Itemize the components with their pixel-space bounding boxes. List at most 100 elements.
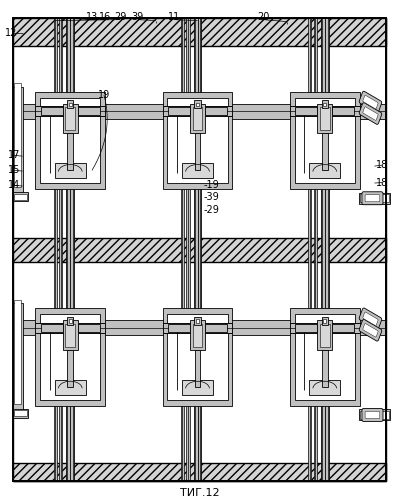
Bar xyxy=(67,317,73,325)
Bar xyxy=(295,324,317,332)
Bar xyxy=(321,18,329,481)
Bar xyxy=(290,323,359,333)
Bar xyxy=(186,18,190,481)
Bar xyxy=(65,107,75,130)
Bar xyxy=(55,163,86,178)
Bar xyxy=(193,107,202,130)
Bar xyxy=(13,462,386,481)
Bar xyxy=(14,83,22,188)
Bar xyxy=(290,92,359,189)
Bar xyxy=(168,98,227,183)
Bar xyxy=(65,324,75,347)
FancyBboxPatch shape xyxy=(359,91,382,113)
Bar xyxy=(295,107,317,115)
FancyBboxPatch shape xyxy=(359,308,382,330)
Bar xyxy=(205,324,227,332)
Bar xyxy=(308,18,311,481)
Bar xyxy=(40,314,100,400)
Text: 12: 12 xyxy=(5,28,17,38)
Text: 17: 17 xyxy=(8,150,20,160)
Bar xyxy=(36,106,105,116)
Bar xyxy=(322,350,328,387)
FancyBboxPatch shape xyxy=(363,107,378,120)
Text: 19: 19 xyxy=(98,90,111,101)
Bar xyxy=(53,18,57,481)
Bar xyxy=(13,462,386,481)
FancyBboxPatch shape xyxy=(359,320,382,341)
Bar xyxy=(332,107,354,115)
Bar xyxy=(182,163,213,178)
Bar xyxy=(13,192,28,201)
Bar xyxy=(194,317,201,325)
FancyBboxPatch shape xyxy=(362,408,383,422)
Bar xyxy=(67,134,73,170)
Bar xyxy=(66,18,74,481)
FancyBboxPatch shape xyxy=(365,412,380,418)
FancyBboxPatch shape xyxy=(363,312,378,326)
Bar xyxy=(41,107,63,115)
Bar xyxy=(196,102,199,106)
Text: 16: 16 xyxy=(99,12,111,22)
Bar xyxy=(181,18,184,481)
Bar xyxy=(14,300,22,404)
Bar xyxy=(317,104,332,134)
Text: 11: 11 xyxy=(168,12,180,22)
Bar xyxy=(13,18,386,46)
Text: 18: 18 xyxy=(376,178,388,188)
Bar xyxy=(59,18,62,481)
Bar xyxy=(295,98,355,183)
Bar xyxy=(360,411,389,419)
Bar xyxy=(290,106,359,116)
Bar xyxy=(13,409,28,418)
Bar xyxy=(14,194,27,200)
Text: 29: 29 xyxy=(114,12,126,22)
Bar xyxy=(63,320,78,350)
Bar xyxy=(63,104,78,134)
Bar xyxy=(69,320,72,323)
Text: 15: 15 xyxy=(8,165,20,175)
Bar xyxy=(67,350,73,387)
Bar xyxy=(320,324,330,347)
Text: -29: -29 xyxy=(203,205,219,215)
FancyBboxPatch shape xyxy=(363,324,378,337)
Text: 13: 13 xyxy=(86,12,98,22)
Bar xyxy=(13,238,386,262)
Bar xyxy=(13,304,23,410)
Bar xyxy=(309,380,340,394)
Bar xyxy=(195,350,200,387)
Bar xyxy=(36,308,105,406)
Bar xyxy=(359,193,390,203)
Bar xyxy=(78,107,100,115)
Bar xyxy=(190,320,205,350)
Bar xyxy=(163,323,232,333)
Bar xyxy=(78,324,100,332)
Bar xyxy=(290,308,359,406)
Bar xyxy=(195,134,200,170)
Bar xyxy=(193,324,202,347)
Bar xyxy=(168,107,190,115)
Bar xyxy=(41,324,63,332)
Text: 14: 14 xyxy=(8,180,20,190)
Bar xyxy=(323,320,326,323)
FancyBboxPatch shape xyxy=(365,195,380,202)
Bar xyxy=(13,18,386,46)
Bar xyxy=(323,102,326,106)
Text: ΤИГ.12: ΤИГ.12 xyxy=(180,488,219,498)
Bar xyxy=(322,100,328,108)
Bar xyxy=(317,320,332,350)
Bar xyxy=(40,98,100,183)
Bar xyxy=(36,323,105,333)
Bar xyxy=(359,410,390,420)
Bar xyxy=(163,106,232,116)
Bar xyxy=(360,194,389,202)
Bar xyxy=(322,317,328,325)
FancyBboxPatch shape xyxy=(363,96,378,109)
Bar xyxy=(55,380,86,394)
Bar xyxy=(309,163,340,178)
Bar xyxy=(332,324,354,332)
Bar xyxy=(182,380,213,394)
Bar xyxy=(168,324,190,332)
Bar xyxy=(13,86,23,194)
Bar xyxy=(194,18,201,481)
FancyBboxPatch shape xyxy=(359,102,382,124)
